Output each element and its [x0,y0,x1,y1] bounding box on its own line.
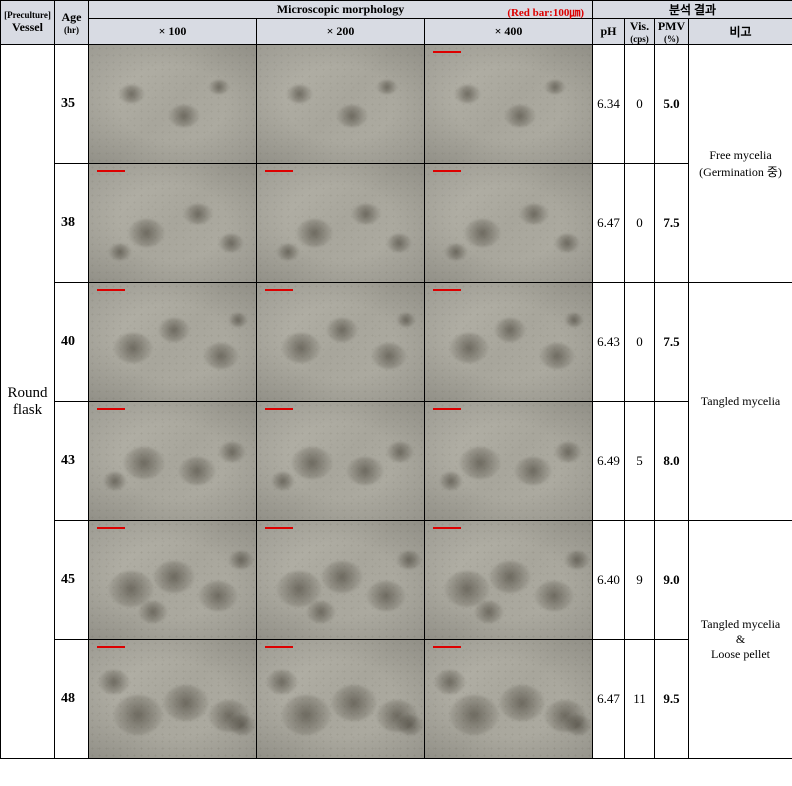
ph-value: 6.47 [593,164,625,283]
table-row: 38 6.4707.5 [1,164,792,283]
mag400-header: × 400 [425,19,593,45]
age-value: 48 [55,640,89,759]
age-value: 38 [55,164,89,283]
microscopy-image [257,283,425,402]
ph-value: 6.49 [593,402,625,521]
microscopy-image [257,640,425,759]
pmv-value: 8.0 [655,402,689,521]
microscopy-image [425,640,593,759]
scale-bar [433,408,461,410]
vis-header: Vis. [625,19,654,34]
ph-value: 6.47 [593,640,625,759]
scale-bar [433,646,461,648]
microscopy-image [89,283,257,402]
scale-bar [433,51,461,53]
microscopy-image [89,45,257,164]
microscopy-image [257,164,425,283]
scale-bar [433,289,461,291]
scale-bar [97,289,125,291]
vessel-label: Roundflask [1,45,55,759]
scale-bar [265,646,293,648]
microscopy-image [89,164,257,283]
pmv-value: 9.0 [655,521,689,640]
microscopy-image [89,521,257,640]
remark-cell: Free mycelia(Germination 중) [689,45,792,283]
microscopy-image [425,521,593,640]
microscopy-image [425,283,593,402]
scale-bar [433,170,461,172]
microscopy-image [257,45,425,164]
scale-bar [265,408,293,410]
microscopy-image [257,521,425,640]
scale-bar [265,170,293,172]
vis-value: 9 [625,521,655,640]
age-header: Age [55,10,88,25]
ph-header: pH [593,19,625,45]
microscopy-image [89,402,257,521]
table-row: 48 6.47119.5 [1,640,792,759]
age-value: 43 [55,402,89,521]
table-row: 43 6.4958.0 [1,402,792,521]
vessel-header-top: [Preculture] [1,10,54,20]
pmv-value: 7.5 [655,283,689,402]
scale-bar [97,408,125,410]
scale-bar [97,646,125,648]
scale-bar [97,527,125,529]
pmv-value: 5.0 [655,45,689,164]
remark-cell: Tangled mycelia [689,283,792,521]
pmv-header: PMV [655,19,688,34]
table-row: Roundflask356.3405.0Free mycelia(Germina… [1,45,792,164]
microscopy-image [425,164,593,283]
vessel-header: Vessel [1,20,54,35]
microscopy-image [89,640,257,759]
results-header: 분석 결과 [593,1,792,19]
vis-unit: (cps) [625,34,654,44]
age-value: 35 [55,45,89,164]
age-unit: (hr) [55,25,88,35]
vis-value: 0 [625,45,655,164]
morphology-table: [Preculture] Vessel Age (hr) Microscopic… [0,0,792,759]
vis-value: 0 [625,164,655,283]
scale-bar [265,527,293,529]
scale-bar [97,170,125,172]
microscopy-image [257,402,425,521]
age-value: 45 [55,521,89,640]
microscopy-image [425,402,593,521]
ph-value: 6.43 [593,283,625,402]
vis-value: 0 [625,283,655,402]
morph-header: Microscopic morphology [277,2,404,16]
table-row: 456.4099.0Tangled mycelia&Loose pellet [1,521,792,640]
redbar-note: (Red bar:100㎛) [507,4,584,20]
table-row: 406.4307.5Tangled mycelia [1,283,792,402]
vis-value: 11 [625,640,655,759]
scale-bar [433,527,461,529]
ph-value: 6.34 [593,45,625,164]
pmv-unit: (%) [655,34,688,44]
microscopy-image [425,45,593,164]
age-value: 40 [55,283,89,402]
pmv-value: 9.5 [655,640,689,759]
mag200-header: × 200 [257,19,425,45]
vis-value: 5 [625,402,655,521]
remark-cell: Tangled mycelia&Loose pellet [689,521,792,759]
mag100-header: × 100 [89,19,257,45]
pmv-value: 7.5 [655,164,689,283]
remark-header: 비고 [689,19,792,45]
scale-bar [265,289,293,291]
ph-value: 6.40 [593,521,625,640]
